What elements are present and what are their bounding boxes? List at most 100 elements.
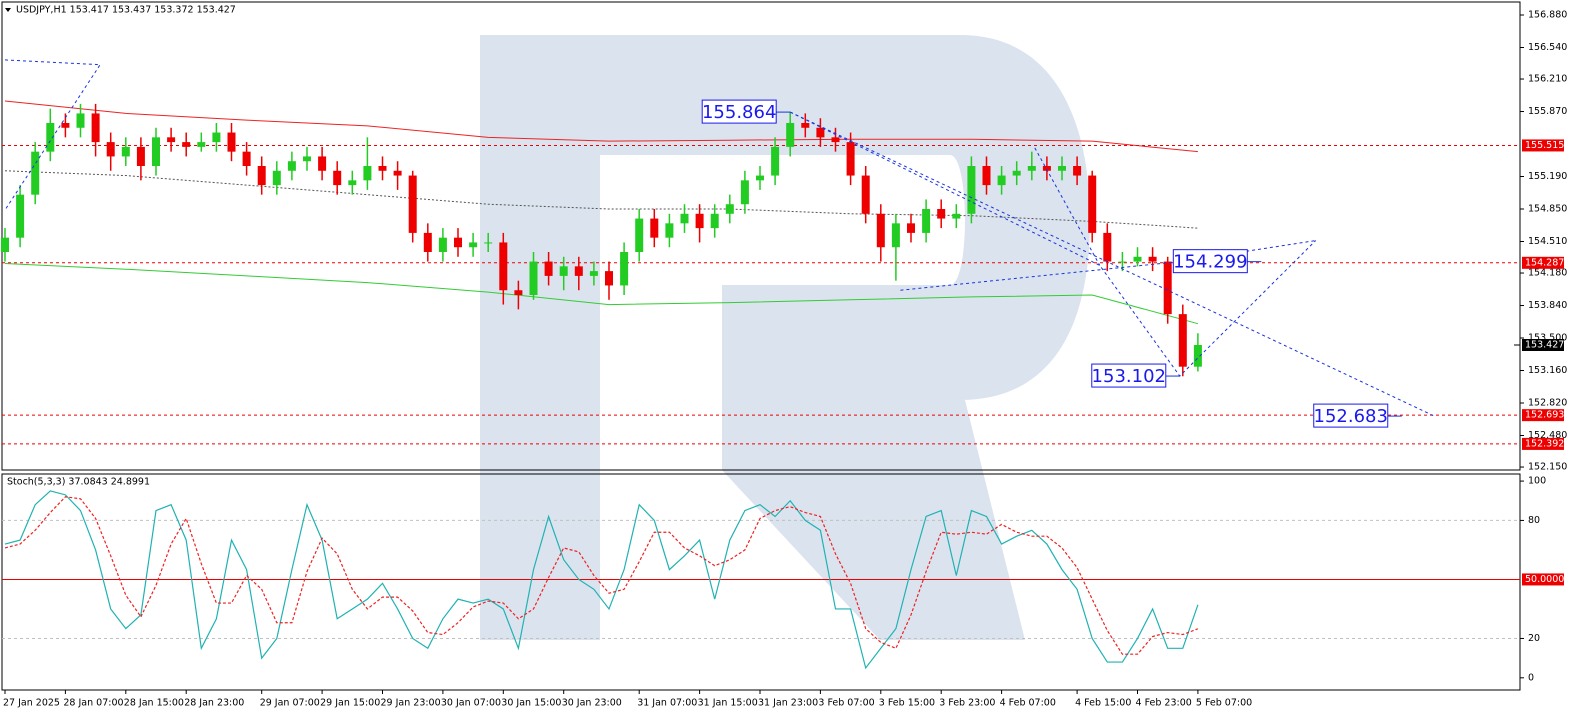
candle-body [620,252,629,286]
candle-body [46,122,55,152]
candle-body [1133,256,1142,262]
x-tick-label: 3 Feb 23:00 [939,698,995,709]
candle-body [333,170,342,186]
candle-body [272,170,281,186]
forecast-line [789,111,1317,377]
candle-body [635,218,644,253]
level-box [1522,139,1564,152]
candle-body [771,146,780,176]
forecast-line [900,240,1316,291]
last-price-box [1522,338,1564,351]
y-tick-label: 80 [1528,515,1540,526]
candle-body [529,261,538,296]
watermark-bowl [600,35,1090,400]
candle-body [680,213,689,224]
candle-body [514,290,523,296]
x-tick-label: 31 Jan 23:00 [758,698,818,709]
x-tick-label: 30 Jan 07:00 [441,698,501,709]
y-tick-label: 20 [1528,633,1540,644]
annotation-box [701,99,777,124]
candle-body [438,237,447,253]
y-tick-label: 153.840 [1528,300,1567,311]
candle-body [907,223,915,233]
x-tick-label: 29 Jan 15:00 [320,698,380,709]
level-box [1522,573,1564,586]
candle-body [695,213,704,229]
candle-body [348,180,357,186]
level-label: 152.693 [1525,410,1564,421]
candle-body [559,266,568,276]
candle-body [801,122,810,128]
candle-body [605,271,613,286]
level-label: 152.392 [1525,438,1564,449]
candle-body [31,151,40,195]
candle-body [861,175,870,214]
candle-body [454,237,462,248]
x-tick-label: 31 Jan 07:00 [637,698,697,709]
price-title: USDJPY,H1 153.417 153.437 153.372 153.42… [16,5,236,16]
y-tick-label: 100 [1528,476,1546,487]
x-tick-label: 4 Feb 23:00 [1136,698,1192,709]
candle-body [952,213,961,219]
stoch-line [4,490,1199,670]
candle-body [1103,232,1112,262]
candle-body [922,209,931,233]
x-tick-label: 27 Jan 2025 [3,698,60,709]
candle-body [212,132,221,143]
candle-body [227,132,236,152]
y-tick-label: 155.190 [1528,171,1567,182]
x-tick-label: 30 Jan 15:00 [501,698,561,709]
candle-body [1118,261,1127,263]
candle-body [106,142,115,157]
y-tick-label: 156.210 [1528,74,1567,85]
candle-body [393,170,402,176]
candle-body [1058,165,1066,171]
x-tick-label: 29 Jan 07:00 [260,698,320,709]
candle-body [363,165,372,181]
y-tick-label: 153.160 [1528,365,1567,376]
annotation-label: 154.299 [1173,252,1247,273]
annotation-label: 153.102 [1092,366,1166,387]
moving-average [4,170,1198,229]
candle-body [257,165,266,186]
candle-body [544,261,553,276]
stoch-title: Stoch(5,3,3) 37.0843 24.8991 [7,477,150,488]
candle-body [1163,261,1172,315]
x-tick-label: 4 Feb 15:00 [1075,698,1131,709]
candle-body [287,161,296,171]
candle-body [589,271,598,276]
candle-body [1042,165,1051,171]
candle-body [318,156,327,171]
x-tick-label: 5 Feb 07:00 [1196,698,1252,709]
candle-body [1012,170,1021,176]
annotation-box [1172,249,1248,274]
header-arrow [5,8,11,12]
x-tick-label: 3 Feb 07:00 [818,698,874,709]
candle-body [499,242,508,291]
x-tick-label: 29 Jan 23:00 [381,698,441,709]
candle-body [16,194,25,238]
candle-body [469,242,478,248]
x-tick-label: 28 Jan 23:00 [184,698,244,709]
forecast-line [4,59,102,211]
candle-body [846,142,855,176]
annotation-box [1091,363,1167,388]
annotation-box [1313,403,1389,428]
forecast-line [789,111,1436,417]
y-tick-label: 155.870 [1528,106,1567,117]
last-price-label: 153.427 [1525,339,1564,350]
annotation-label: 152.683 [1314,406,1388,427]
y-tick-label: 152.480 [1528,430,1567,441]
candle-body [816,127,825,138]
candle-body [197,142,206,147]
x-tick-label: 4 Feb 07:00 [1000,698,1056,709]
candle-body [182,142,191,147]
x-tick-label: 31 Jan 15:00 [698,698,758,709]
y-tick-label: 154.510 [1528,236,1567,247]
candle-body [740,180,749,205]
candle-body [1088,175,1097,233]
candle-body [1027,165,1036,171]
level-label: 154.287 [1525,257,1564,268]
level-box [1522,437,1564,450]
moving-average [4,262,1199,325]
